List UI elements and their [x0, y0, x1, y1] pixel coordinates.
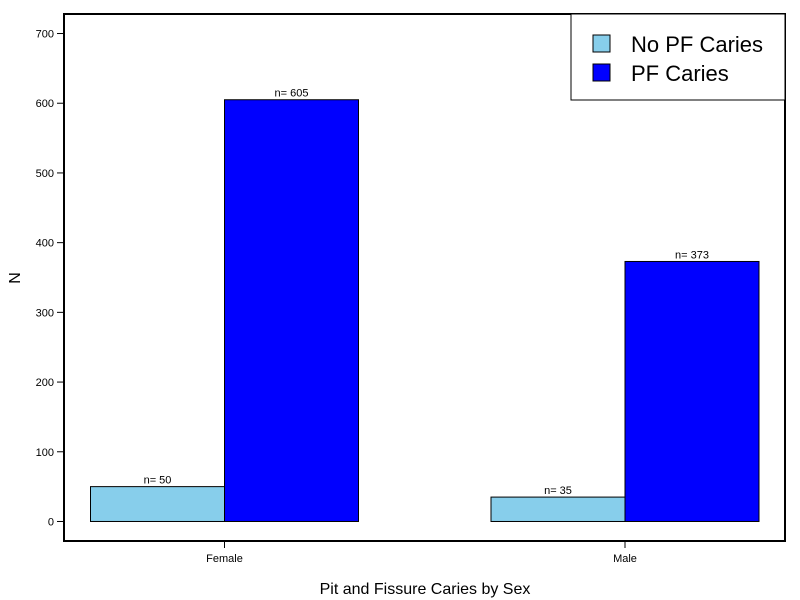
y-axis: 0 100 200 300 400 500 600 700	[36, 29, 64, 528]
x-axis-title: Pit and Fissure Caries by Sex	[320, 581, 531, 598]
y-tick-label: 700	[36, 29, 54, 41]
legend-box	[570, 13, 786, 101]
legend-label-pf-caries: PF Caries	[631, 61, 729, 86]
legend-label-no-pf-caries: No PF Caries	[631, 32, 763, 57]
bar-value-label: n= 35	[544, 485, 572, 497]
bar-value-label: n= 605	[275, 88, 309, 100]
bar-male-pf-caries	[624, 260, 760, 522]
x-axis: Female Male	[206, 541, 637, 565]
y-tick-label: 0	[48, 516, 54, 528]
legend-swatch-no-pf-caries	[592, 34, 611, 53]
y-axis-title: N	[7, 272, 24, 284]
bars	[90, 99, 760, 522]
x-tick-label: Male	[613, 553, 637, 565]
bar-value-label: n= 373	[675, 249, 709, 261]
bar-value-label: n= 50	[144, 475, 172, 487]
legend: No PF Caries PF Caries	[570, 13, 786, 101]
bar-male-no-pf-caries	[490, 496, 626, 522]
y-tick-label: 300	[36, 307, 54, 319]
x-tick-label: Female	[206, 553, 243, 565]
y-tick-label: 600	[36, 98, 54, 110]
y-tick-label: 100	[36, 447, 54, 459]
y-tick-label: 400	[36, 238, 54, 250]
y-tick-label: 200	[36, 377, 54, 389]
bar-female-no-pf-caries	[90, 486, 225, 522]
bar-labels: n= 50 n= 35 n= 605 n= 373	[144, 88, 709, 497]
legend-swatch-pf-caries	[592, 63, 611, 82]
y-tick-label: 500	[36, 168, 54, 180]
bar-female-pf-caries	[224, 99, 359, 522]
